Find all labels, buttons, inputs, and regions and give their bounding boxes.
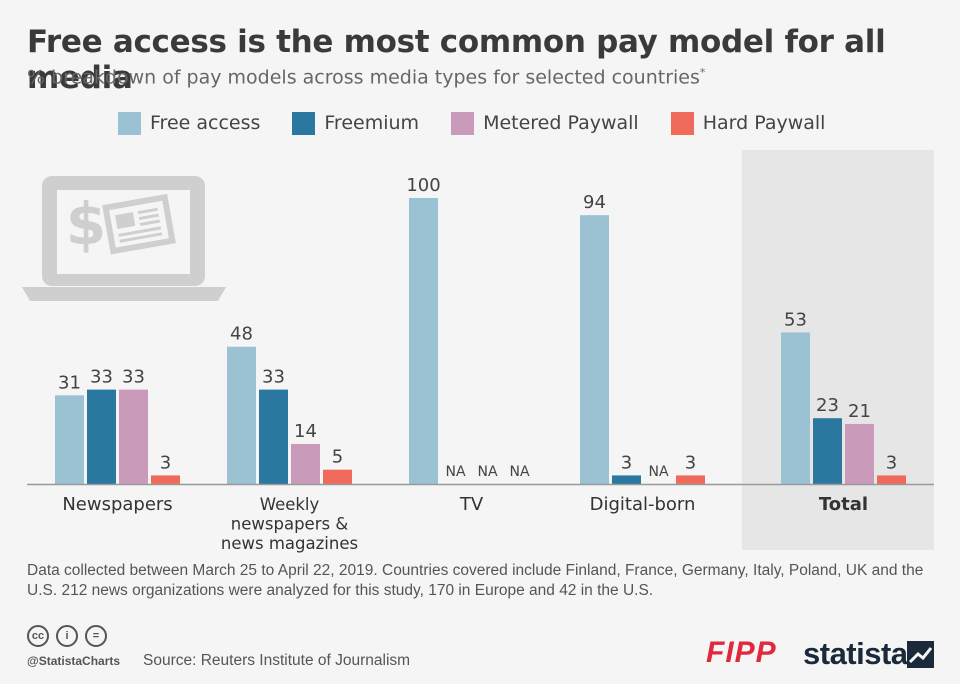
data-label-tv-hard-paywall: NA: [509, 464, 529, 480]
bar-newspapers-freemium: [87, 389, 116, 484]
bar-weekly-newspapers-news-magazines-free-access: [227, 346, 256, 484]
bar-total-metered-paywall: [845, 423, 874, 484]
bar-newspapers-metered-paywall: [119, 389, 148, 484]
data-label-newspapers-hard-paywall: 3: [160, 452, 171, 473]
data-label-digital-born-metered-paywall: NA: [648, 464, 668, 480]
data-label-tv-freemium: NA: [445, 464, 465, 480]
legend-label-freemium: Freemium: [324, 112, 420, 134]
total-highlight-band: [742, 150, 934, 550]
attribution-icon: i: [56, 625, 78, 647]
data-label-total-metered-paywall: 21: [848, 401, 871, 422]
data-label-newspapers-freemium: 33: [90, 367, 113, 388]
twitter-handle: @StatistaCharts: [27, 654, 121, 668]
data-label-newspapers-metered-paywall: 33: [122, 367, 145, 388]
legend-label-metered-paywall: Metered Paywall: [483, 112, 639, 134]
legend-item-freemium: Freemium: [292, 111, 420, 135]
bar-digital-born-hard-paywall: [676, 475, 705, 484]
x-tick-label-weekly-newspapers-news-magazines-line-2: newspapers &: [231, 515, 349, 534]
legend-item-free-access: Free access: [118, 111, 261, 135]
creative-commons-icon: cc: [27, 625, 49, 647]
legend-label-free-access: Free access: [150, 112, 261, 134]
data-label-digital-born-freemium: 3: [621, 452, 632, 473]
data-label-total-freemium: 23: [816, 395, 839, 416]
legend-swatch-hard-paywall: [670, 111, 694, 135]
legend-item-hard-paywall: Hard Paywall: [670, 111, 826, 135]
legend-swatch-free-access: [118, 111, 141, 135]
data-label-weekly-newspapers-news-magazines-hard-paywall: 5: [332, 447, 343, 468]
statista-logo-mark: [907, 641, 934, 668]
x-tick-label-weekly-newspapers-news-magazines-line-3: news magazines: [221, 534, 358, 553]
bar-newspapers-hard-paywall: [151, 475, 180, 484]
bar-weekly-newspapers-news-magazines-metered-paywall: [291, 443, 320, 484]
legend-item-metered-paywall: Metered Paywall: [451, 111, 639, 135]
chart-title: Free access is the most common pay model…: [27, 24, 886, 96]
x-tick-label-total: Total: [819, 494, 868, 515]
statista-logo: statista: [803, 636, 908, 671]
data-label-total-hard-paywall: 3: [886, 452, 897, 473]
bar-total-freemium: [813, 418, 842, 484]
bar-weekly-newspapers-news-magazines-freemium: [259, 389, 288, 484]
bar-weekly-newspapers-news-magazines-hard-paywall: [323, 469, 352, 484]
chart-subtitle: % breakdown of pay models across media t…: [27, 66, 705, 88]
laptop-paywall-icon: $: [22, 176, 226, 301]
data-label-total-free-access: 53: [784, 309, 807, 330]
data-label-tv-free-access: 100: [406, 175, 440, 196]
data-label-newspapers-free-access: 31: [58, 372, 81, 393]
bar-total-hard-paywall: [877, 475, 906, 484]
subtitle-footnote-mark: *: [699, 66, 706, 79]
bar-digital-born-free-access: [580, 215, 609, 484]
license-icons: cc i =: [27, 625, 114, 647]
bar-total-free-access: [781, 332, 810, 484]
footnote: Data collected between March 25 to April…: [27, 562, 924, 599]
svg-text:$: $: [66, 190, 106, 258]
data-label-tv-metered-paywall: NA: [477, 464, 497, 480]
fipp-logo: FIPP: [706, 636, 777, 669]
data-label-weekly-newspapers-news-magazines-freemium: 33: [262, 367, 285, 388]
x-tick-label-digital-born: Digital-born: [590, 494, 696, 515]
x-tick-label-newspapers: Newspapers: [62, 494, 172, 515]
data-label-digital-born-free-access: 94: [583, 192, 606, 213]
data-label-weekly-newspapers-news-magazines-metered-paywall: 14: [294, 421, 317, 442]
x-tick-label-weekly-newspapers-news-magazines-line-1: Weekly: [260, 495, 320, 514]
bar-tv-free-access: [409, 198, 438, 484]
x-tick-label-tv: TV: [459, 494, 484, 515]
bar-digital-born-freemium: [612, 475, 641, 484]
source-text: Source: Reuters Institute of Journalism: [143, 652, 411, 669]
data-label-digital-born-hard-paywall: 3: [685, 452, 696, 473]
bar-newspapers-free-access: [55, 395, 84, 484]
subtitle-text: % breakdown of pay models across media t…: [27, 66, 700, 89]
data-label-weekly-newspapers-news-magazines-free-access: 48: [230, 324, 253, 345]
legend-label-hard-paywall: Hard Paywall: [702, 112, 826, 134]
legend-swatch-metered-paywall: [451, 111, 475, 135]
no-derivatives-icon: =: [85, 625, 107, 647]
legend-swatch-freemium: [292, 111, 316, 135]
legend: Free access Freemium Metered Paywall Har…: [118, 111, 857, 135]
